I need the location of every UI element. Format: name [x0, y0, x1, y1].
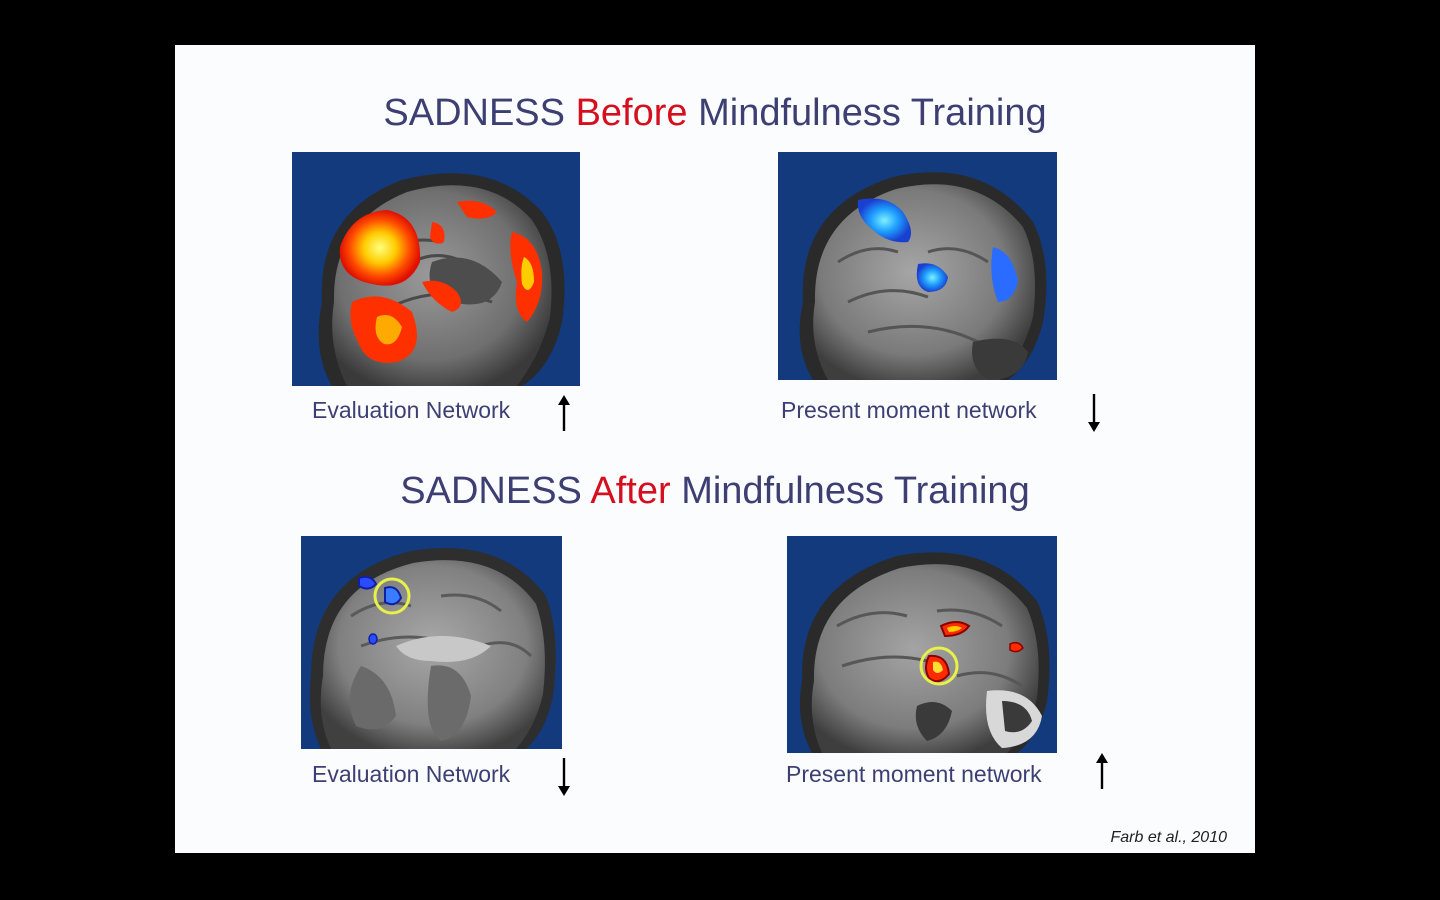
- before-evaluation-caption: Evaluation Network: [312, 397, 511, 423]
- before-title: SADNESS Before Mindfulness Training: [175, 92, 1255, 135]
- after-present-caption: Present moment network: [786, 761, 1042, 787]
- after-evaluation-scan: [301, 536, 562, 749]
- title-suffix: Mindfulness Training: [681, 470, 1030, 512]
- before-evaluation-scan: [292, 152, 580, 386]
- before-present-scan: [778, 152, 1057, 380]
- down-arrow-icon: [557, 758, 571, 796]
- down-arrow-icon: [1087, 394, 1101, 432]
- slide: SADNESS Before Mindfulness Training: [175, 45, 1255, 853]
- title-prefix: SADNESS: [383, 92, 565, 134]
- before-present-caption: Present moment network: [781, 397, 1037, 423]
- title-highlight: After: [590, 470, 671, 512]
- after-present-scan: [787, 536, 1057, 753]
- title-highlight: Before: [575, 92, 688, 134]
- citation: Farb et al., 2010: [1110, 829, 1227, 846]
- after-title: SADNESS After Mindfulness Training: [175, 470, 1255, 513]
- after-evaluation-caption: Evaluation Network: [312, 761, 511, 787]
- up-arrow-icon: [557, 395, 571, 431]
- title-suffix: Mindfulness Training: [698, 92, 1047, 134]
- title-prefix: SADNESS: [400, 470, 582, 512]
- up-arrow-icon: [1095, 753, 1109, 789]
